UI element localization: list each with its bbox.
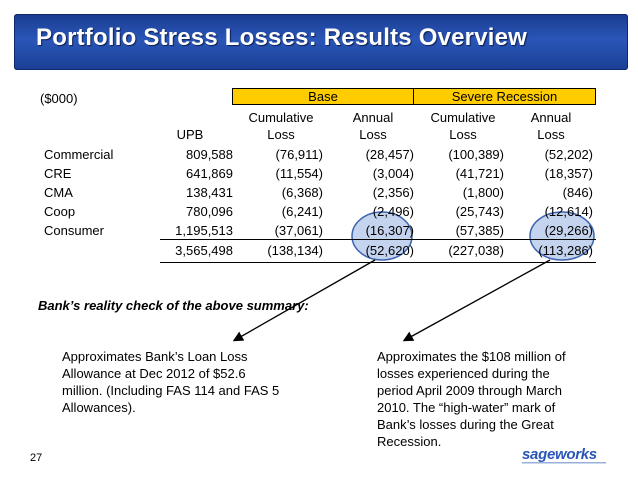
upb-cell: 138,431 — [186, 185, 233, 200]
header-base-ann-2: Loss — [359, 127, 387, 142]
total-sev-cum: (227,038) — [448, 243, 504, 258]
sageworks-logo: sageworks — [520, 440, 608, 468]
total-upb: 3,565,498 — [175, 243, 233, 258]
sev-ann-cell: (18,357) — [544, 166, 593, 181]
sev-cum-cell: (57,385) — [455, 223, 504, 238]
header-sev-ann-2: Loss — [537, 127, 565, 142]
upb-cell: 1,195,513 — [175, 223, 233, 238]
sev-cum-cell: (41,721) — [455, 166, 504, 181]
title-bar: Portfolio Stress Losses: Results Overvie… — [14, 14, 628, 70]
upb-cell: 641,869 — [186, 166, 233, 181]
page-number: 27 — [30, 452, 43, 464]
note-right-line: period April 2009 through March — [377, 383, 563, 398]
header-upb: UPB — [176, 127, 204, 142]
base-ann-cell: (28,457) — [365, 147, 414, 162]
total-sev-ann: (113,286) — [538, 243, 593, 258]
note-right-line: losses experienced during the — [377, 366, 550, 381]
note-right-line: 2010. The “high-water” mark of — [377, 400, 556, 415]
base-cum-cell: (6,368) — [281, 185, 323, 200]
note-left-line: million. (Including FAS 114 and FAS 5 — [62, 383, 280, 398]
reality-check-heading: Bank’s reality check of the above summar… — [38, 298, 309, 313]
header-sev-cum-2: Loss — [449, 127, 477, 142]
note-left: Approximates Bank’s Loan Loss Allowance … — [62, 348, 279, 416]
header-base-cum-1: Cumulative — [248, 110, 314, 125]
header-base-ann-1: Annual — [352, 110, 394, 125]
note-left-line: Allowances). — [62, 400, 136, 415]
row-label: Commercial — [44, 147, 114, 162]
total-rule-top — [160, 239, 596, 240]
svg-text:sageworks: sageworks — [522, 446, 597, 463]
base-ann-cell: (2,356) — [372, 185, 414, 200]
scenario-base: Base — [232, 88, 414, 105]
row-label: CRE — [44, 166, 72, 181]
header-sev-ann-1: Annual — [530, 110, 572, 125]
base-cum-cell: (37,061) — [274, 223, 323, 238]
note-right-line: Recession. — [377, 434, 442, 449]
upb-cell: 809,588 — [186, 147, 233, 162]
sev-ann-cell: (846) — [562, 185, 593, 200]
base-cum-cell: (6,241) — [281, 204, 323, 219]
sev-cum-cell: (1,800) — [462, 185, 504, 200]
sev-ann-cell: (52,202) — [544, 147, 593, 162]
total-rule-bottom — [160, 262, 596, 263]
header-sev-cum-1: Cumulative — [430, 110, 496, 125]
note-left-line: Approximates Bank’s Loan Loss — [62, 349, 248, 364]
row-label: Consumer — [44, 223, 104, 238]
scenario-severe: Severe Recession — [413, 88, 596, 105]
arrow-to-right-note — [402, 259, 551, 342]
sev-ann-cell: (12,614) — [544, 204, 593, 219]
note-left-line: Allowance at Dec 2012 of $52.6 — [62, 366, 246, 381]
note-right-line: Approximates the $108 million of — [377, 349, 566, 364]
total-base-cum: (138,134) — [267, 243, 323, 258]
header-base-cum-2: Loss — [267, 127, 295, 142]
note-right: Approximates the $108 million of losses … — [377, 348, 566, 450]
base-cum-cell: (76,911) — [275, 147, 323, 162]
note-right-line: Bank’s losses during the Great — [377, 417, 554, 432]
base-ann-cell: (3,004) — [372, 166, 414, 181]
sev-ann-cell: (29,266) — [544, 223, 593, 238]
sev-cum-cell: (25,743) — [455, 204, 504, 219]
units-label: ($000) — [40, 91, 78, 106]
row-label: CMA — [44, 185, 73, 200]
upb-cell: 780,096 — [186, 204, 233, 219]
base-cum-cell: (11,554) — [275, 166, 323, 181]
total-base-ann: (52,620) — [365, 243, 414, 258]
sev-cum-cell: (100,389) — [448, 147, 504, 162]
page-title: Portfolio Stress Losses: Results Overvie… — [36, 24, 528, 51]
base-ann-cell: (16,307) — [365, 223, 414, 238]
row-label: Coop — [44, 204, 76, 219]
base-ann-cell: (2,496) — [372, 204, 414, 219]
